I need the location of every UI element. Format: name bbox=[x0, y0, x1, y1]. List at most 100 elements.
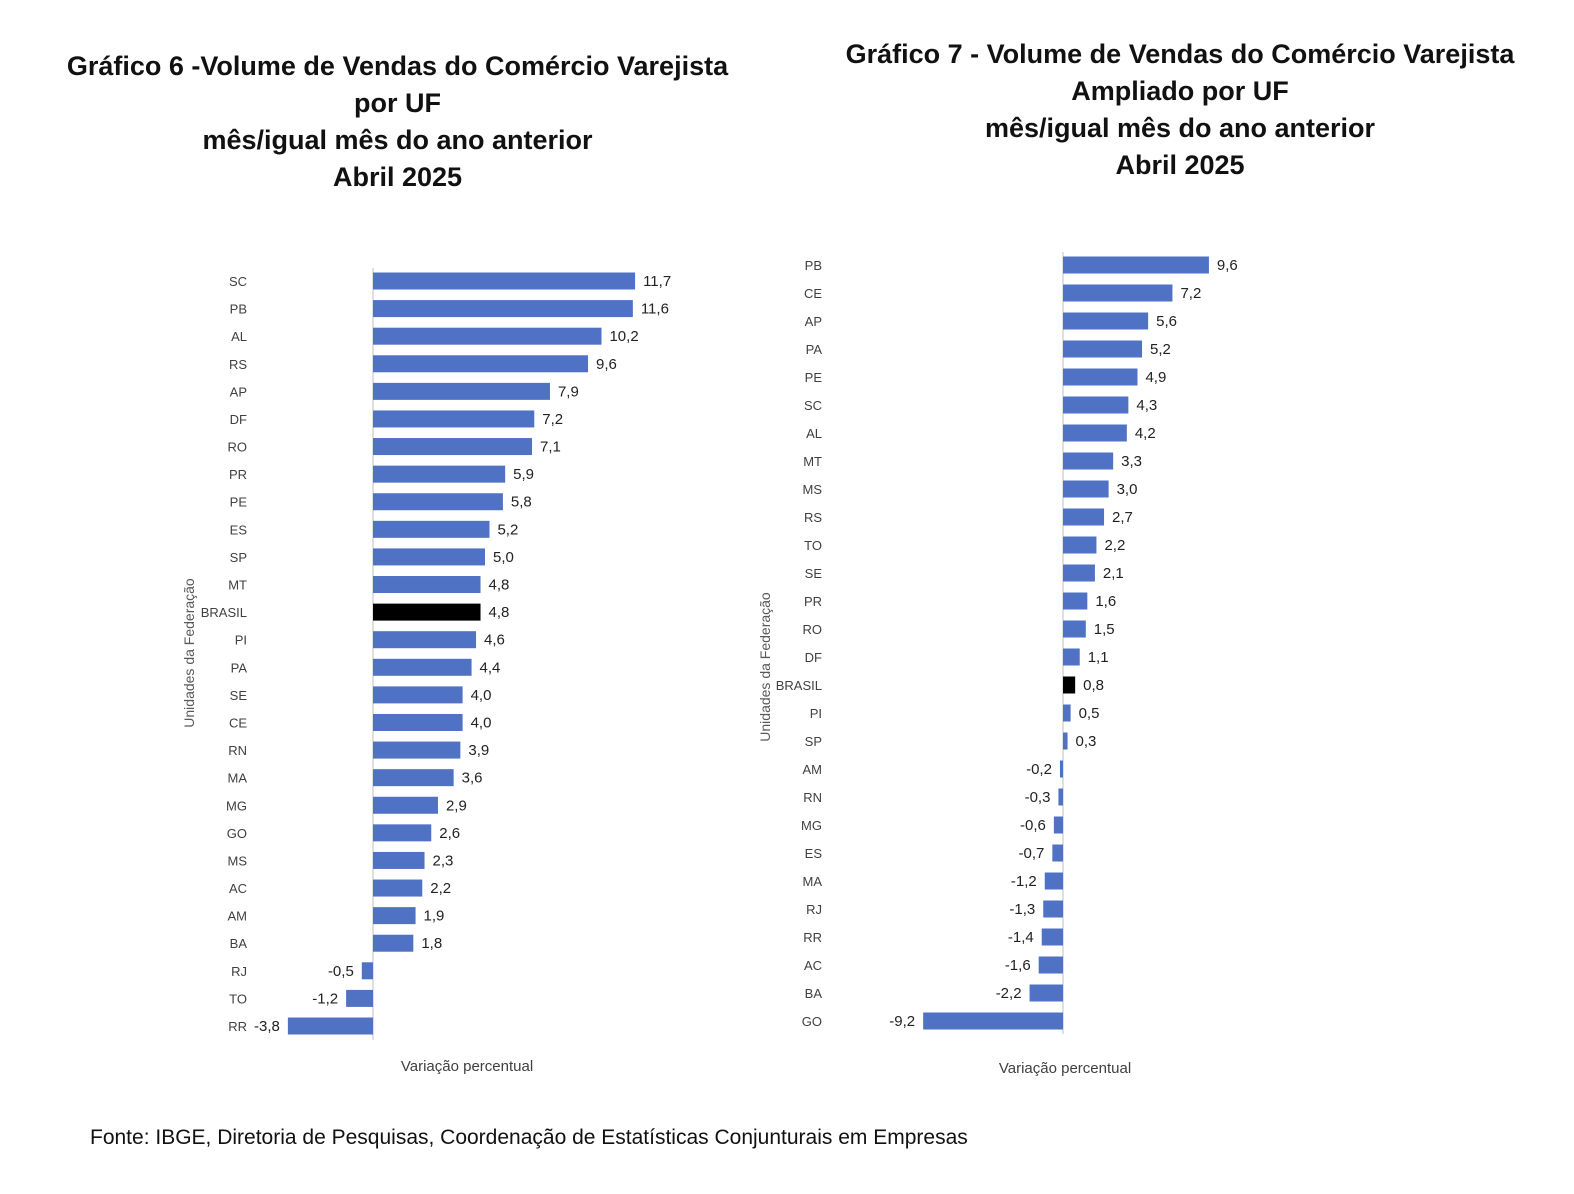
category-label-ba: BA bbox=[805, 986, 823, 1001]
chart-6-title-line-1: Gráfico 6 -Volume de Vendas do Comércio … bbox=[66, 51, 729, 81]
bar-ms bbox=[373, 851, 425, 869]
category-label-am: AM bbox=[228, 909, 248, 924]
data-label-mg: -0,6 bbox=[1020, 817, 1046, 834]
category-label-ap: AP bbox=[230, 384, 247, 399]
data-label-es: -0,7 bbox=[1019, 845, 1045, 862]
category-label-sc: SC bbox=[229, 274, 247, 289]
data-label-go: 2,6 bbox=[439, 825, 460, 842]
chart-6-title-line-2: por UF bbox=[354, 88, 441, 118]
data-label-mt: 3,3 bbox=[1121, 453, 1142, 470]
bar-to bbox=[1063, 536, 1097, 554]
data-label-ba: 1,8 bbox=[421, 935, 442, 952]
data-label-al: 4,2 bbox=[1135, 425, 1156, 442]
data-label-pr: 5,9 bbox=[513, 466, 534, 483]
category-label-mg: MG bbox=[226, 798, 247, 813]
data-label-pe: 5,8 bbox=[511, 494, 532, 511]
bar-ac bbox=[373, 879, 423, 897]
bar-ap bbox=[1063, 312, 1149, 330]
bar-ap bbox=[373, 382, 550, 400]
category-label-se: SE bbox=[805, 566, 823, 581]
category-label-pe: PE bbox=[230, 495, 248, 510]
chart-7-title-line-2: Ampliado por UF bbox=[1071, 76, 1289, 106]
data-label-rj: -0,5 bbox=[328, 963, 354, 980]
data-label-pe: 4,9 bbox=[1145, 369, 1166, 386]
bar-ro bbox=[1063, 620, 1086, 638]
category-label-pb: PB bbox=[230, 302, 247, 317]
bar-am bbox=[373, 907, 416, 925]
bar-pb bbox=[373, 300, 633, 318]
bar-rn bbox=[373, 741, 461, 759]
category-label-to: TO bbox=[229, 991, 247, 1006]
chart-6-title-line-3: mês/igual mês do ano anterior bbox=[202, 125, 593, 155]
category-label-pr: PR bbox=[804, 594, 822, 609]
category-label-pr: PR bbox=[229, 467, 247, 482]
category-label-pa: PA bbox=[806, 342, 823, 357]
data-label-brasil: 4,8 bbox=[489, 604, 510, 621]
category-label-sp: SP bbox=[805, 734, 822, 749]
bar-am bbox=[1059, 760, 1063, 778]
data-label-am: 1,9 bbox=[424, 908, 445, 925]
x-axis-label: Variação percentual bbox=[401, 1058, 533, 1075]
data-label-rn: -0,3 bbox=[1025, 789, 1051, 806]
bar-rr bbox=[1041, 928, 1063, 946]
bar-df bbox=[373, 410, 535, 428]
bar-sp bbox=[373, 548, 485, 566]
data-label-rs: 9,6 bbox=[596, 356, 617, 373]
data-label-df: 7,2 bbox=[542, 411, 563, 428]
category-label-es: ES bbox=[230, 522, 248, 537]
data-label-ro: 1,5 bbox=[1094, 621, 1115, 638]
category-label-df: DF bbox=[230, 412, 247, 427]
bar-pe bbox=[1063, 368, 1138, 386]
category-label-brasil: BRASIL bbox=[201, 605, 247, 620]
bar-pb bbox=[1063, 256, 1209, 274]
data-label-pi: 4,6 bbox=[484, 632, 505, 649]
bar-al bbox=[1063, 424, 1127, 442]
category-label-rn: RN bbox=[803, 790, 822, 805]
category-label-ba: BA bbox=[230, 936, 248, 951]
bar-es bbox=[1052, 844, 1063, 862]
category-label-ce: CE bbox=[804, 286, 822, 301]
bar-ce bbox=[373, 713, 463, 731]
category-label-go: GO bbox=[227, 826, 247, 841]
data-label-sc: 11,7 bbox=[643, 273, 671, 290]
chart-7-title-line-3: mês/igual mês do ano anterior bbox=[984, 113, 1376, 143]
bar-pi bbox=[1063, 704, 1071, 722]
y-axis-label: Unidades da Federação bbox=[181, 578, 197, 728]
bar-ce bbox=[1063, 284, 1173, 302]
data-label-rj: -1,3 bbox=[1009, 901, 1035, 918]
category-label-rs: RS bbox=[804, 510, 822, 525]
bar-pr bbox=[1063, 592, 1088, 610]
source-note: Fonte: IBGE, Diretoria de Pesquisas, Coo… bbox=[90, 1126, 968, 1149]
category-label-pb: PB bbox=[805, 258, 822, 273]
bar-mg bbox=[1053, 816, 1063, 834]
category-label-rr: RR bbox=[803, 930, 822, 945]
data-label-mg: 2,9 bbox=[446, 797, 467, 814]
data-label-rr: -1,4 bbox=[1008, 929, 1034, 946]
category-label-ro: RO bbox=[228, 440, 248, 455]
data-label-pb: 11,6 bbox=[641, 301, 669, 318]
data-label-ma: 3,6 bbox=[462, 770, 483, 787]
bar-pi bbox=[373, 631, 477, 649]
bar-mg bbox=[373, 796, 438, 814]
chart-6-title-line-4: Abril 2025 bbox=[332, 162, 463, 192]
bar-rs bbox=[373, 355, 589, 373]
bar-to bbox=[346, 989, 373, 1007]
data-label-se: 2,1 bbox=[1103, 565, 1124, 582]
data-label-pr: 1,6 bbox=[1095, 593, 1116, 610]
category-label-ma: MA bbox=[228, 771, 248, 786]
data-label-es: 5,2 bbox=[497, 521, 518, 538]
category-label-mt: MT bbox=[803, 454, 822, 469]
data-label-ce: 4,0 bbox=[471, 714, 492, 731]
data-label-sp: 0,3 bbox=[1076, 733, 1097, 750]
bar-rj bbox=[1043, 900, 1063, 918]
bar-go bbox=[923, 1012, 1063, 1030]
data-label-mt: 4,8 bbox=[489, 577, 510, 594]
chart-6-title: Gráfico 6 -Volume de Vendas do Comércio … bbox=[40, 48, 755, 196]
category-label-pe: PE bbox=[805, 370, 823, 385]
category-label-sp: SP bbox=[230, 550, 247, 565]
data-label-df: 1,1 bbox=[1088, 649, 1109, 666]
chart-7-title-line-1: Gráfico 7 - Volume de Vendas do Comércio… bbox=[845, 39, 1515, 69]
data-label-sp: 5,0 bbox=[493, 549, 514, 566]
